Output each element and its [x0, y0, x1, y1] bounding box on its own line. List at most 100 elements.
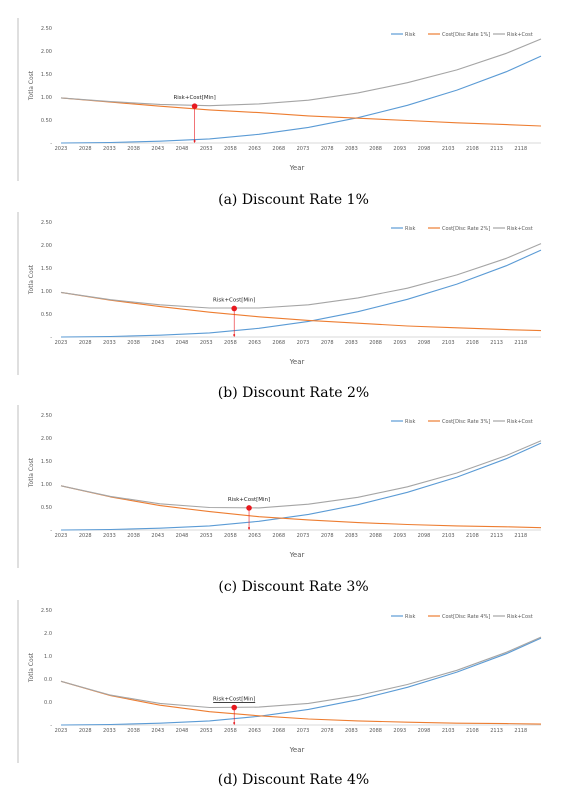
x-tick-label: 2038 — [127, 146, 140, 152]
min-annotation-label: Risk+Cost[Min] — [173, 95, 215, 101]
x-tick-label: 2038 — [127, 340, 140, 346]
x-tick-label: 2023 — [55, 533, 68, 539]
x-tick-label: 2068 — [272, 728, 285, 734]
x-tick-label: 2073 — [297, 340, 310, 346]
x-tick-label: 2073 — [297, 728, 310, 734]
x-tick-label: 2063 — [248, 728, 261, 734]
line-chart-d: - 0.0 0.0 1.0 2.0 2.50 2023 2028 2033 2038 2043 204… — [17, 600, 542, 763]
x-tick-label: 2048 — [176, 533, 189, 539]
y-axis-title: Totla Cost — [28, 652, 35, 683]
x-tick-label: 2093 — [393, 533, 406, 539]
x-tick-label: 2048 — [176, 340, 189, 346]
x-tick-label: 2083 — [345, 728, 358, 734]
series-line-cost — [60, 291, 542, 332]
x-tick-label: 2058 — [224, 146, 237, 152]
y-axis-title: Totla Cost — [28, 457, 35, 488]
x-tick-label: 2078 — [321, 340, 334, 346]
x-tick-label: 2098 — [418, 340, 431, 346]
x-tick-label: 2048 — [176, 728, 189, 734]
legend-label-risk: Risk — [405, 419, 415, 425]
y-tick-label: 1.00 — [41, 289, 52, 295]
y-tick-label: 1.0 — [44, 654, 52, 660]
x-axis-title: Year — [289, 551, 305, 559]
min-annotation-label: Risk+Cost[Min] — [213, 297, 255, 303]
x-tick-label: 2058 — [224, 533, 237, 539]
x-tick-label: 2093 — [393, 340, 406, 346]
x-tick-label: 2023 — [55, 146, 68, 152]
series-line-total — [60, 243, 542, 309]
legend-label-total: Risk+Cost — [507, 419, 533, 425]
y-tick-label: - — [50, 528, 52, 534]
min-point-foot — [233, 334, 236, 336]
series-line-total — [60, 636, 542, 709]
min-point-marker — [231, 305, 237, 312]
x-tick-label: 2113 — [490, 728, 503, 734]
min-point-foot — [193, 140, 196, 142]
legend-label-total: Risk+Cost — [507, 32, 533, 38]
x-tick-label: 2043 — [151, 340, 164, 346]
y-tick-label: 0.50 — [41, 118, 52, 124]
x-tick-label: 2023 — [55, 728, 68, 734]
caption-a: (a) Discount Rate 1% — [218, 192, 369, 208]
series-line-risk — [60, 637, 542, 726]
x-tick-label: 2098 — [418, 728, 431, 734]
x-tick-label: 2043 — [151, 533, 164, 539]
min-point-marker — [231, 704, 237, 711]
y-tick-label: - — [50, 141, 52, 147]
y-tick-label: - — [50, 723, 52, 729]
x-tick-label: 2078 — [321, 146, 334, 152]
x-tick-label: 2058 — [224, 728, 237, 734]
min-point-marker — [246, 505, 252, 511]
x-tick-label: 2118 — [514, 340, 527, 346]
x-tick-label: 2098 — [418, 146, 431, 152]
x-tick-label: 2063 — [248, 146, 261, 152]
x-tick-label: 2078 — [321, 533, 334, 539]
y-tick-label: 2.00 — [41, 243, 52, 249]
x-tick-label: 2053 — [200, 146, 213, 152]
x-tick-label: 2103 — [442, 533, 455, 539]
series-line-risk — [60, 249, 542, 338]
y-tick-label: 2.00 — [41, 49, 52, 55]
legend-label-risk: Risk — [405, 32, 415, 38]
x-tick-label: 2033 — [103, 146, 116, 152]
min-annotation-label: Risk+Cost[Min] — [228, 497, 270, 503]
caption-b: (b) Discount Rate 2% — [217, 385, 370, 401]
chart-panel-a: - 0.50 1.00 1.50 2.00 2.50 2023 2028 2033 2038 204… — [17, 18, 565, 183]
legend-label-cost: Cost[Disc Rate 4%] — [442, 614, 490, 620]
y-tick-label: 0.0 — [44, 677, 52, 683]
x-tick-label: 2083 — [345, 146, 358, 152]
x-tick-label: 2103 — [442, 728, 455, 734]
x-tick-label: 2053 — [200, 340, 213, 346]
y-tick-label: 2.50 — [41, 26, 52, 32]
x-tick-label: 2068 — [272, 533, 285, 539]
legend-label-cost: Cost[Disc Rate 1%] — [442, 32, 490, 38]
x-tick-label: 2033 — [103, 340, 116, 346]
chart-panel-b: - 0.50 1.00 1.50 2.00 2.50 2023 2028 2033 2038 204… — [17, 212, 565, 377]
line-chart-a: - 0.50 1.00 1.50 2.00 2.50 2023 2028 2033 2038 204… — [17, 18, 542, 181]
x-axis-title: Year — [289, 164, 305, 172]
x-tick-label: 2078 — [321, 728, 334, 734]
y-tick-label: 1.50 — [41, 459, 52, 465]
series-line-cost — [60, 485, 542, 529]
x-tick-label: 2028 — [79, 533, 92, 539]
x-tick-label: 2088 — [369, 146, 382, 152]
x-tick-label: 2108 — [466, 340, 479, 346]
x-tick-label: 2053 — [200, 533, 213, 539]
chart-panel-c: - 0.50 1.00 1.50 2.00 2.50 2023 2028 2033 2038 204… — [17, 405, 565, 570]
y-axis-title: Totla Cost — [28, 70, 35, 101]
x-tick-label: 2023 — [55, 340, 68, 346]
x-tick-label: 2038 — [127, 533, 140, 539]
x-tick-label: 2088 — [369, 533, 382, 539]
y-tick-label: 1.00 — [41, 95, 52, 101]
x-tick-label: 2113 — [490, 146, 503, 152]
x-tick-label: 2028 — [79, 728, 92, 734]
series-line-cost — [60, 680, 542, 725]
x-tick-label: 2038 — [127, 728, 140, 734]
x-tick-label: 2048 — [176, 146, 189, 152]
x-tick-label: 2043 — [151, 146, 164, 152]
y-tick-label: 0.50 — [41, 505, 52, 511]
legend-label-risk: Risk — [405, 614, 415, 620]
x-tick-label: 2118 — [514, 533, 527, 539]
x-tick-label: 2108 — [466, 146, 479, 152]
x-tick-label: 2058 — [224, 340, 237, 346]
